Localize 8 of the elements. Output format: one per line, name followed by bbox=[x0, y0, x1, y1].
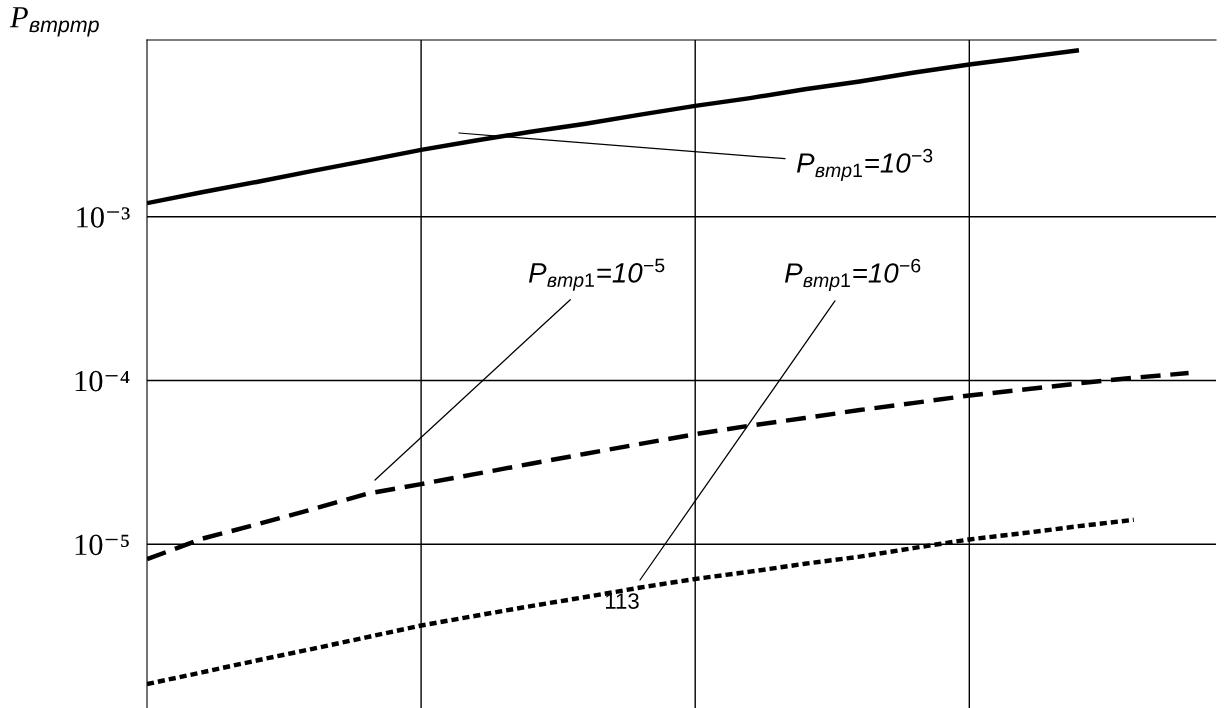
y-tick-label: 10⁻⁵ bbox=[75, 534, 129, 556]
annotation: P$_{втр1}$=10$^{−3}$ bbox=[796, 148, 933, 182]
y-tick-label: 10⁻⁴ bbox=[75, 370, 130, 392]
y-axis-title: P$_{втртр}$ bbox=[9, 7, 99, 37]
annotation: P$_{втр1}$=10$^{−5}$ bbox=[528, 258, 665, 291]
annotation: 113 bbox=[605, 593, 639, 609]
y-tick-label: 10⁻³ bbox=[77, 207, 130, 228]
annotation: P$_{втр1}$=10$^{−6}$ bbox=[784, 258, 921, 292]
